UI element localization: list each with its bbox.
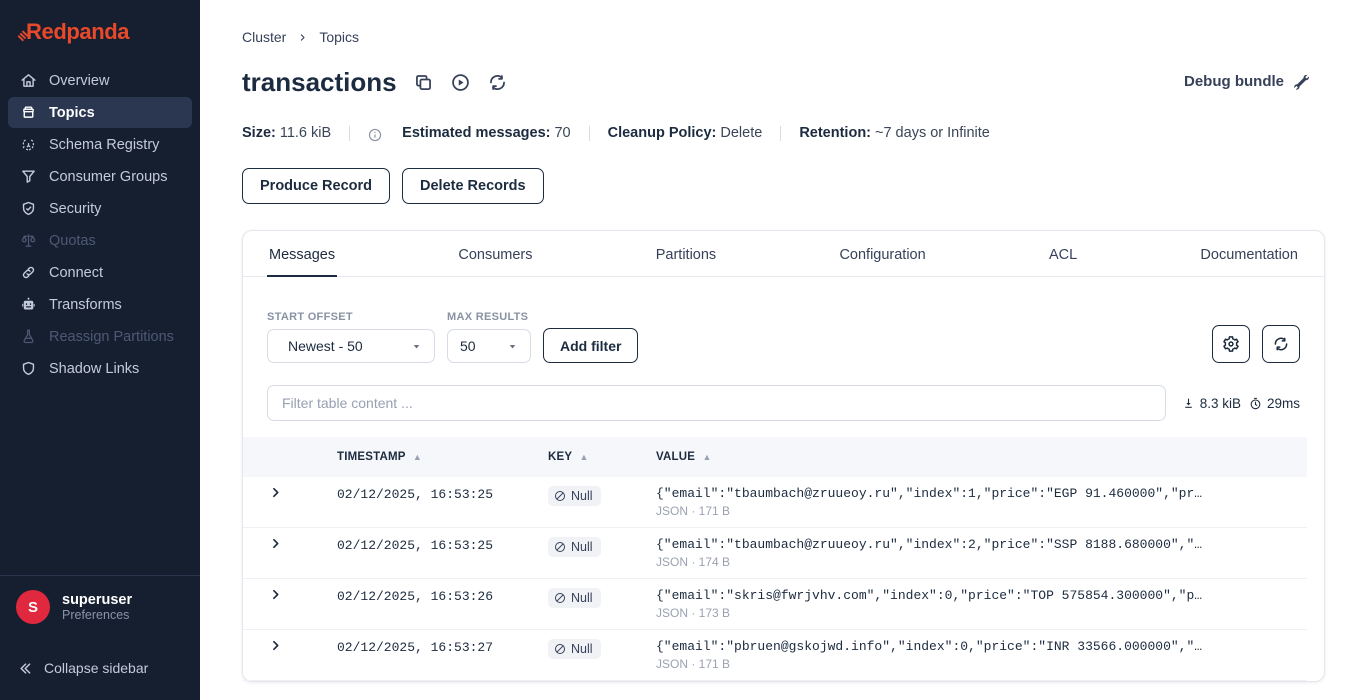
svg-text:Redpanda: Redpanda: [26, 19, 130, 44]
